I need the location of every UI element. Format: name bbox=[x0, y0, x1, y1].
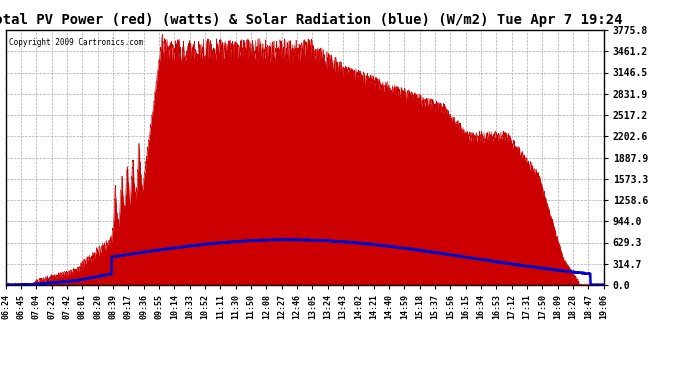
Title: Total PV Power (red) (watts) & Solar Radiation (blue) (W/m2) Tue Apr 7 19:24: Total PV Power (red) (watts) & Solar Rad… bbox=[0, 13, 623, 27]
Text: Copyright 2009 Cartronics.com: Copyright 2009 Cartronics.com bbox=[8, 38, 143, 46]
